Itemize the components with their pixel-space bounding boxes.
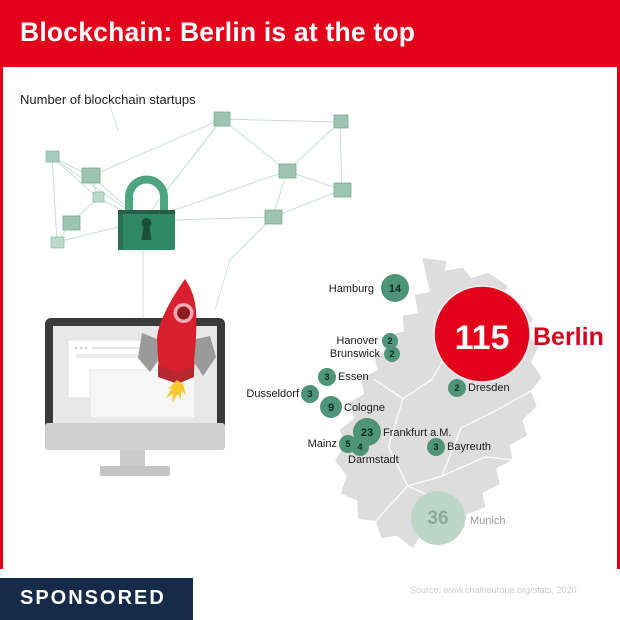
svg-text:Source: www.chaineurope.org/st: Source: www.chaineurope.org/stats, 2020	[410, 585, 577, 595]
svg-text:Darmstadt: Darmstadt	[348, 454, 399, 466]
svg-text:Dresden: Dresden	[468, 382, 510, 394]
svg-text:14: 14	[389, 283, 402, 295]
svg-text:115: 115	[455, 319, 510, 357]
svg-text:3: 3	[307, 389, 312, 399]
svg-text:9: 9	[328, 402, 334, 414]
svg-text:Hamburg: Hamburg	[329, 283, 374, 295]
svg-text:Berlin: Berlin	[533, 323, 604, 351]
svg-text:Mainz: Mainz	[308, 438, 337, 450]
svg-text:Frankfurt a.M.: Frankfurt a.M.	[383, 427, 451, 439]
svg-text:3: 3	[433, 442, 438, 452]
svg-text:2: 2	[387, 336, 392, 346]
svg-text:Essen: Essen	[338, 371, 369, 383]
svg-text:4: 4	[357, 442, 362, 452]
svg-text:Bayreuth: Bayreuth	[447, 441, 491, 453]
svg-text:2: 2	[389, 349, 394, 359]
svg-text:23: 23	[361, 427, 373, 439]
svg-text:Cologne: Cologne	[344, 402, 385, 414]
svg-text:36: 36	[427, 508, 448, 529]
svg-text:3: 3	[324, 372, 329, 382]
svg-text:5: 5	[345, 439, 350, 449]
svg-text:2: 2	[454, 383, 459, 393]
svg-text:Hanover: Hanover	[336, 335, 378, 347]
svg-text:Dusseldorf: Dusseldorf	[246, 388, 300, 400]
svg-text:Brunswick: Brunswick	[330, 348, 381, 360]
svg-text:Munich: Munich	[470, 515, 505, 527]
